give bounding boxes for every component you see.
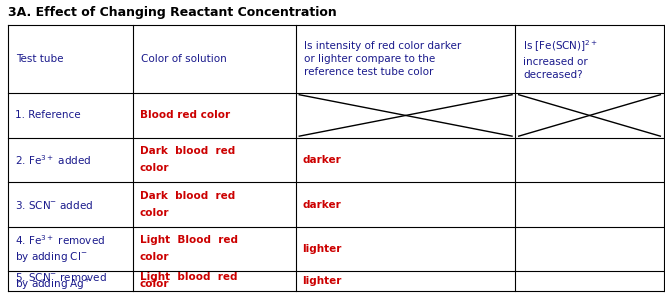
Text: darker: darker [303, 200, 341, 210]
Text: by adding Ag$^{+}$: by adding Ag$^{+}$ [15, 277, 90, 292]
Text: 4. Fe$^{3+}$ removed: 4. Fe$^{3+}$ removed [15, 234, 105, 247]
Text: Dark  blood  red: Dark blood red [140, 191, 235, 201]
Text: 2. Fe$^{3+}$ added: 2. Fe$^{3+}$ added [15, 153, 91, 167]
Text: Light  blood  red: Light blood red [140, 272, 237, 282]
Text: 5. SCN$^{-}$ removed: 5. SCN$^{-}$ removed [15, 271, 106, 283]
Text: Blood red color: Blood red color [140, 110, 230, 120]
Text: Color of solution: Color of solution [141, 54, 227, 64]
Text: 3. SCN$^{-}$ added: 3. SCN$^{-}$ added [15, 199, 93, 211]
Text: darker: darker [303, 155, 341, 165]
Text: lighter: lighter [303, 276, 342, 286]
Text: color: color [140, 279, 169, 289]
Text: 1. Reference: 1. Reference [15, 110, 80, 120]
Text: color: color [140, 252, 169, 262]
Text: Dark  blood  red: Dark blood red [140, 146, 235, 156]
Text: color: color [140, 163, 169, 173]
Text: Light  Blood  red: Light Blood red [140, 235, 237, 245]
Text: Is [Fe(SCN)]$^{2+}$
increased or
decreased?: Is [Fe(SCN)]$^{2+}$ increased or decreas… [523, 38, 598, 80]
Text: Is intensity of red color darker
or lighter compare to the
reference test tube c: Is intensity of red color darker or ligh… [304, 41, 461, 77]
Text: Test tube: Test tube [16, 54, 63, 64]
Text: color: color [140, 208, 169, 218]
Text: 3A. Effect of Changing Reactant Concentration: 3A. Effect of Changing Reactant Concentr… [8, 6, 336, 19]
Text: by adding Cl$^{-}$: by adding Cl$^{-}$ [15, 250, 87, 264]
Text: lighter: lighter [303, 244, 342, 254]
